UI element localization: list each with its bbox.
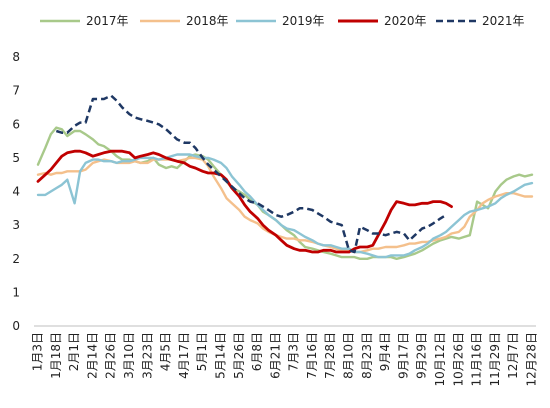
legend-label: 2020年	[384, 14, 427, 28]
legend-label: 2018年	[186, 14, 229, 28]
series-layer	[36, 94, 534, 260]
x-tick-label: 12月7日	[506, 332, 520, 379]
x-tick-label: 9月29日	[415, 332, 429, 379]
x-tick-label: 1月3日	[31, 332, 45, 371]
y-tick-label: 8	[12, 50, 20, 64]
legend-label: 2017年	[86, 14, 129, 28]
y-tick-label: 5	[12, 151, 20, 165]
x-tick-label: 10月26日	[451, 332, 465, 387]
x-tick-label: 7月16日	[305, 332, 319, 379]
series-line-4	[55, 94, 447, 254]
x-tick-label: 8月23日	[360, 332, 374, 379]
legend-label: 2021年	[482, 14, 525, 28]
y-tick-label: 6	[12, 117, 20, 131]
y-axis: 0 1 2 3 4 5 6 7 8	[12, 50, 20, 333]
x-tick-label: 4月5日	[159, 332, 173, 371]
x-tick-label: 5月1日	[195, 332, 209, 371]
x-tick-label: 11月29日	[488, 332, 502, 387]
x-tick-label: 7月3日	[287, 332, 301, 371]
x-axis: 1月3日 1月18日 2月1日 2月14日 2月26日 3月10日 3月23日 4月5日 4月1…	[31, 325, 539, 387]
x-tick-label: 6月8日	[250, 332, 264, 371]
x-tick-label: 1月18日	[49, 332, 63, 379]
x-tick-label: 7月28日	[323, 332, 337, 379]
x-tick-label: 2月26日	[104, 332, 118, 379]
y-tick-label: 1	[12, 285, 20, 299]
x-tick-label: 12月28日	[525, 332, 539, 387]
x-tick-label: 8月10日	[342, 332, 356, 379]
y-tick-label: 7	[12, 84, 20, 98]
x-tick-label: 5月26日	[232, 332, 246, 379]
x-tick-label: 2月1日	[67, 332, 81, 371]
x-tick-label: 10月12日	[433, 332, 447, 387]
y-tick-label: 4	[12, 185, 20, 199]
x-tick-label: 11月16日	[470, 332, 484, 387]
legend-label: 2019年	[282, 14, 325, 28]
x-tick-label: 2月14日	[85, 332, 99, 379]
x-tick-label: 9月17日	[396, 332, 410, 379]
y-tick-label: 0	[12, 319, 20, 333]
x-tick-label: 5月14日	[213, 332, 227, 379]
legend: 2017年 2018年 2019年 2020年 2021年	[40, 14, 525, 28]
x-tick-label: 3月23日	[140, 332, 154, 379]
series-line-2	[36, 153, 534, 259]
x-tick-label: 4月17日	[177, 332, 191, 379]
x-tick-label: 3月10日	[122, 332, 136, 379]
series-line-3	[36, 149, 453, 254]
x-tick-label: 6月21日	[268, 332, 282, 379]
x-tick-label: 9月4日	[378, 332, 392, 371]
y-tick-label: 3	[12, 218, 20, 232]
y-tick-label: 2	[12, 252, 20, 266]
